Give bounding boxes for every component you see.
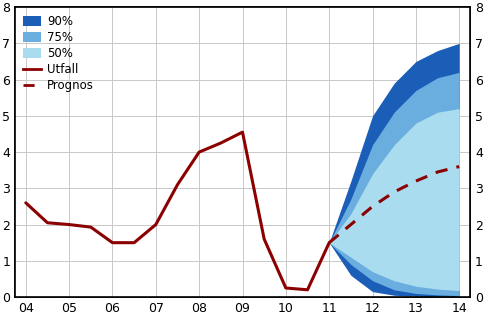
Legend: 90%, 75%, 50%, Utfall, Prognos: 90%, 75%, 50%, Utfall, Prognos [21,13,96,94]
